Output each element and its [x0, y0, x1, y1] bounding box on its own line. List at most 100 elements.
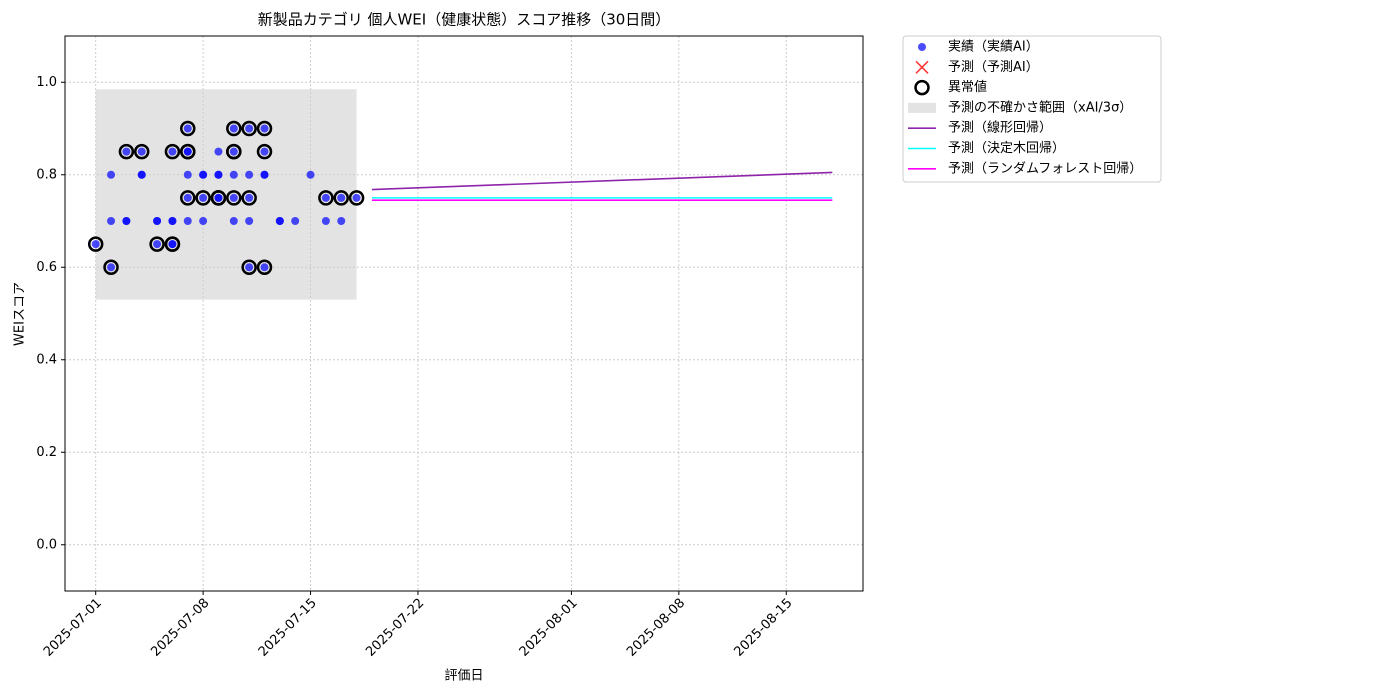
legend-label: 予測（線形回帰）: [948, 120, 1052, 136]
anomaly-marker: [118, 143, 135, 160]
actual-point: [275, 217, 284, 225]
x-tick-label: 2025-08-01: [517, 596, 581, 660]
actual-point: [260, 263, 269, 272]
actual-point: [229, 170, 238, 179]
anomaly-marker: [256, 143, 273, 160]
actual-point: [199, 217, 208, 225]
anomaly-marker: [180, 120, 196, 137]
actual-point: [321, 193, 330, 202]
actual-point: [245, 193, 254, 202]
actual-point: [337, 193, 346, 202]
actual-point: [291, 217, 300, 225]
actual-point: [260, 147, 269, 156]
actual-point: [137, 170, 146, 179]
actual-point: [91, 240, 100, 249]
x-axis-label: 評価日: [444, 669, 483, 684]
actual-point: [352, 193, 361, 202]
anomaly-marker: [348, 190, 365, 206]
anomaly-marker: [149, 236, 165, 252]
legend-frame: [902, 35, 1162, 183]
anomaly-marker: [241, 259, 257, 275]
actual-point: [183, 217, 192, 225]
actual-point: [183, 124, 192, 133]
anomaly-marker: [87, 236, 104, 252]
y-axis-label: WEIスコア: [13, 282, 28, 346]
actual-point: [306, 170, 315, 179]
anomaly-marker: [195, 190, 211, 206]
anomaly-marker: [210, 190, 227, 206]
legend-label: 予測（ランダムフォレスト回帰）: [948, 160, 1142, 176]
chart-title: 新製品カテゴリ 個人WEI（健康状態）スコア推移（30日間）: [258, 11, 671, 29]
actual-point: [260, 124, 269, 133]
x-tick-label: 2025-07-01: [41, 596, 105, 660]
anomaly-marker: [226, 120, 242, 137]
actual-point: [214, 193, 223, 202]
anomaly-marker: [256, 259, 273, 275]
legend-swatch: [914, 79, 930, 96]
actual-point: [107, 217, 116, 225]
actual-point: [122, 147, 131, 156]
anomaly-marker: [226, 143, 242, 160]
anomaly-marker: [333, 190, 349, 206]
legend-label: 予測（予測AI）: [948, 60, 1039, 75]
actual-point: [229, 193, 238, 202]
trend-line: [371, 171, 833, 191]
legend-swatch: [908, 102, 936, 113]
actual-point: [199, 170, 208, 179]
actual-point: [229, 147, 238, 156]
anomaly-marker: [133, 143, 150, 160]
actual-point: [122, 217, 131, 225]
actual-point: [107, 263, 116, 272]
anomaly-marker: [256, 120, 273, 137]
y-tick-label: 0.0: [36, 537, 57, 552]
legend-swatch: [915, 60, 929, 74]
x-tick-label: 2025-08-08: [624, 596, 688, 660]
anomaly-marker: [241, 190, 257, 206]
anomaly-marker: [226, 190, 242, 206]
legend-label: 異常値: [948, 79, 987, 95]
anomaly-marker: [103, 259, 119, 275]
actual-point: [321, 217, 330, 225]
actual-point: [229, 124, 238, 133]
x-tick-label: 2025-08-15: [732, 596, 796, 660]
plot-frame: [64, 35, 864, 592]
actual-point: [168, 240, 177, 249]
uncertainty-band: [95, 89, 357, 300]
x-tick-label: 2025-07-22: [363, 596, 427, 660]
actual-point: [245, 170, 254, 179]
actual-point: [199, 193, 208, 202]
actual-point: [245, 217, 254, 225]
anomaly-marker: [164, 143, 181, 160]
anomaly-marker: [180, 143, 196, 160]
actual-point: [229, 217, 238, 225]
actual-point: [214, 147, 223, 156]
actual-point: [214, 170, 223, 179]
actual-point: [153, 217, 162, 225]
anomaly-marker: [241, 120, 257, 137]
actual-point: [168, 217, 177, 225]
legend-label: 実績（実績AI）: [948, 39, 1039, 55]
y-tick-label: 0.4: [36, 352, 57, 367]
y-tick-label: 0.2: [36, 445, 57, 460]
actual-point: [153, 240, 162, 249]
actual-point: [183, 193, 192, 202]
x-tick-label: 2025-07-08: [148, 596, 212, 660]
anomaly-marker: [164, 236, 181, 252]
y-tick-label: 0.6: [36, 260, 57, 275]
actual-point: [260, 170, 269, 179]
actual-point: [245, 263, 254, 272]
actual-point: [183, 170, 192, 179]
actual-point: [107, 170, 116, 179]
actual-point: [337, 217, 346, 225]
actual-point: [183, 147, 192, 156]
actual-point: [137, 147, 146, 156]
legend-swatch: [918, 43, 926, 51]
legend-label: 予測の不確かさ範囲（xAI/3σ）: [948, 99, 1132, 115]
y-tick-label: 1.0: [36, 75, 57, 90]
anomaly-marker: [318, 190, 334, 206]
actual-point: [245, 124, 254, 133]
actual-point: [168, 147, 177, 156]
y-tick-label: 0.8: [36, 167, 57, 182]
